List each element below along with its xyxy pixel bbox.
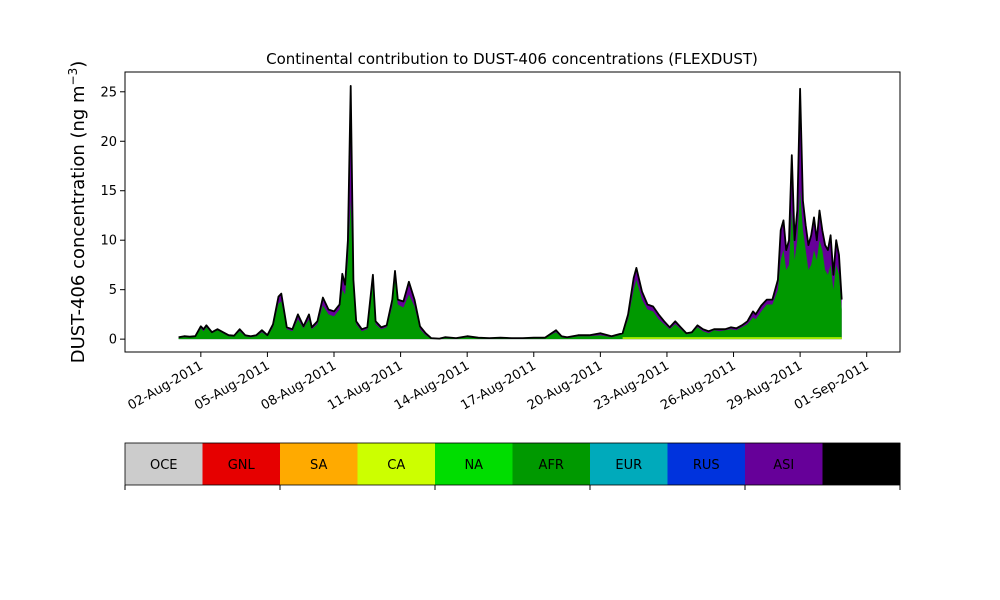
legend-swatch-oce	[125, 443, 203, 485]
y-axis-label: DUST-406 concentration (ng m−3)	[66, 61, 89, 364]
legend-swatch-ca	[357, 443, 436, 485]
y-tick-label: 15	[100, 184, 117, 199]
legend-label: AFR	[539, 458, 564, 473]
legend-label: NA	[464, 458, 483, 473]
legend-label: CA	[387, 458, 405, 473]
legend-colorbar: OCE GNL SA CA NA AFR EUR RUS ASI AUS	[124, 442, 901, 490]
legend-swatch-sa	[280, 443, 358, 485]
legend-label: AUS	[848, 458, 875, 473]
legend-label: ASI	[773, 458, 794, 473]
chart-title: Continental contribution to DUST-406 con…	[266, 50, 758, 68]
x-axis-ticks: 02-Aug-201105-Aug-201108-Aug-201111-Aug-…	[125, 352, 872, 414]
y-tick-label: 5	[109, 283, 117, 298]
series-afr-area	[178, 190, 842, 340]
legend-swatch-aus	[822, 443, 901, 485]
y-axis-label-main: DUST-406 concentration (ng m	[68, 85, 89, 363]
plot-layers	[178, 85, 843, 340]
y-tick-label: 10	[100, 234, 117, 249]
plot-frame	[124, 71, 901, 353]
legend-frame	[124, 442, 901, 486]
legend-swatch-asi	[745, 443, 823, 485]
legend-label: EUR	[615, 458, 642, 473]
legend-swatch-na	[435, 443, 513, 485]
series-aus-line	[178, 85, 843, 340]
y-axis-label-close: )	[68, 61, 89, 68]
y-axis-ticks: 0 5 10 15 20 25	[100, 85, 125, 348]
series-ca-band	[622, 337, 842, 340]
legend-swatch-gnl	[202, 443, 281, 485]
legend-swatch-rus	[667, 443, 746, 485]
legend-swatch-afr	[512, 443, 591, 485]
x-tick-label: 01-Sep-2011	[792, 358, 872, 413]
x-tick-label: 29-Aug-2011	[725, 358, 805, 413]
y-tick-label: 20	[100, 135, 117, 150]
legend-label: SA	[310, 458, 327, 473]
legend-label: RUS	[693, 458, 720, 473]
legend-label: GNL	[228, 458, 256, 473]
y-tick-label: 25	[100, 85, 117, 100]
legend-label: OCE	[150, 458, 178, 473]
y-tick-label: 0	[109, 333, 117, 348]
legend-swatch-eur	[590, 443, 668, 485]
y-axis-label-superscript: −3	[66, 68, 80, 86]
